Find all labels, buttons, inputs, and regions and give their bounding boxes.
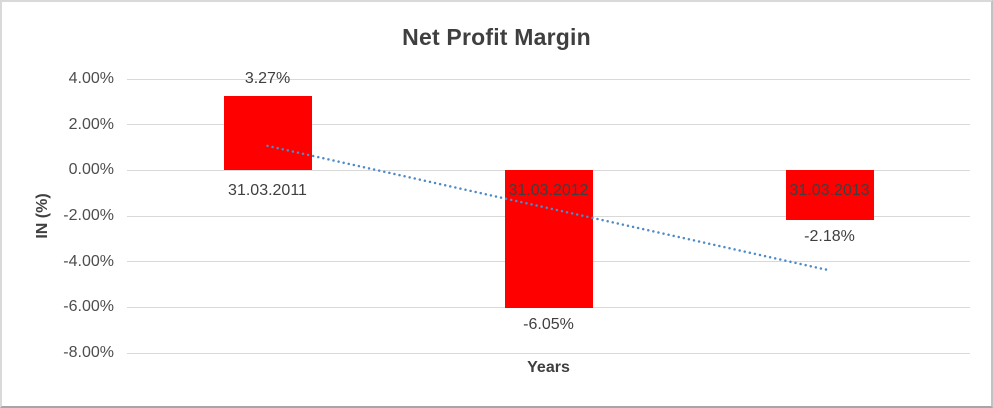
bar-data-label: -6.05% xyxy=(523,316,574,334)
y-tick-label: -6.00% xyxy=(63,298,114,316)
bar-data-label: -2.18% xyxy=(804,228,855,246)
category-label: 31.03.2013 xyxy=(789,182,870,200)
y-tick-label: -2.00% xyxy=(63,207,114,224)
gridline xyxy=(127,124,970,126)
y-tick-label: -8.00% xyxy=(63,344,114,361)
y-tick-label: -4.00% xyxy=(63,252,114,270)
bar xyxy=(223,95,312,171)
category-label: 31.03.2012 xyxy=(508,182,589,200)
chart-title: Net Profit Margin xyxy=(402,24,591,50)
y-tick-label: 0.00% xyxy=(68,161,114,179)
gridline xyxy=(127,78,970,80)
y-tick-label: 2.00% xyxy=(68,115,114,133)
category-label: 31.03.2011 xyxy=(228,182,307,200)
y-tick-label: 4.00% xyxy=(68,70,114,87)
gridline xyxy=(127,352,970,354)
bar-data-label: 3.27% xyxy=(244,69,291,87)
x-axis-title: Years xyxy=(527,359,570,376)
